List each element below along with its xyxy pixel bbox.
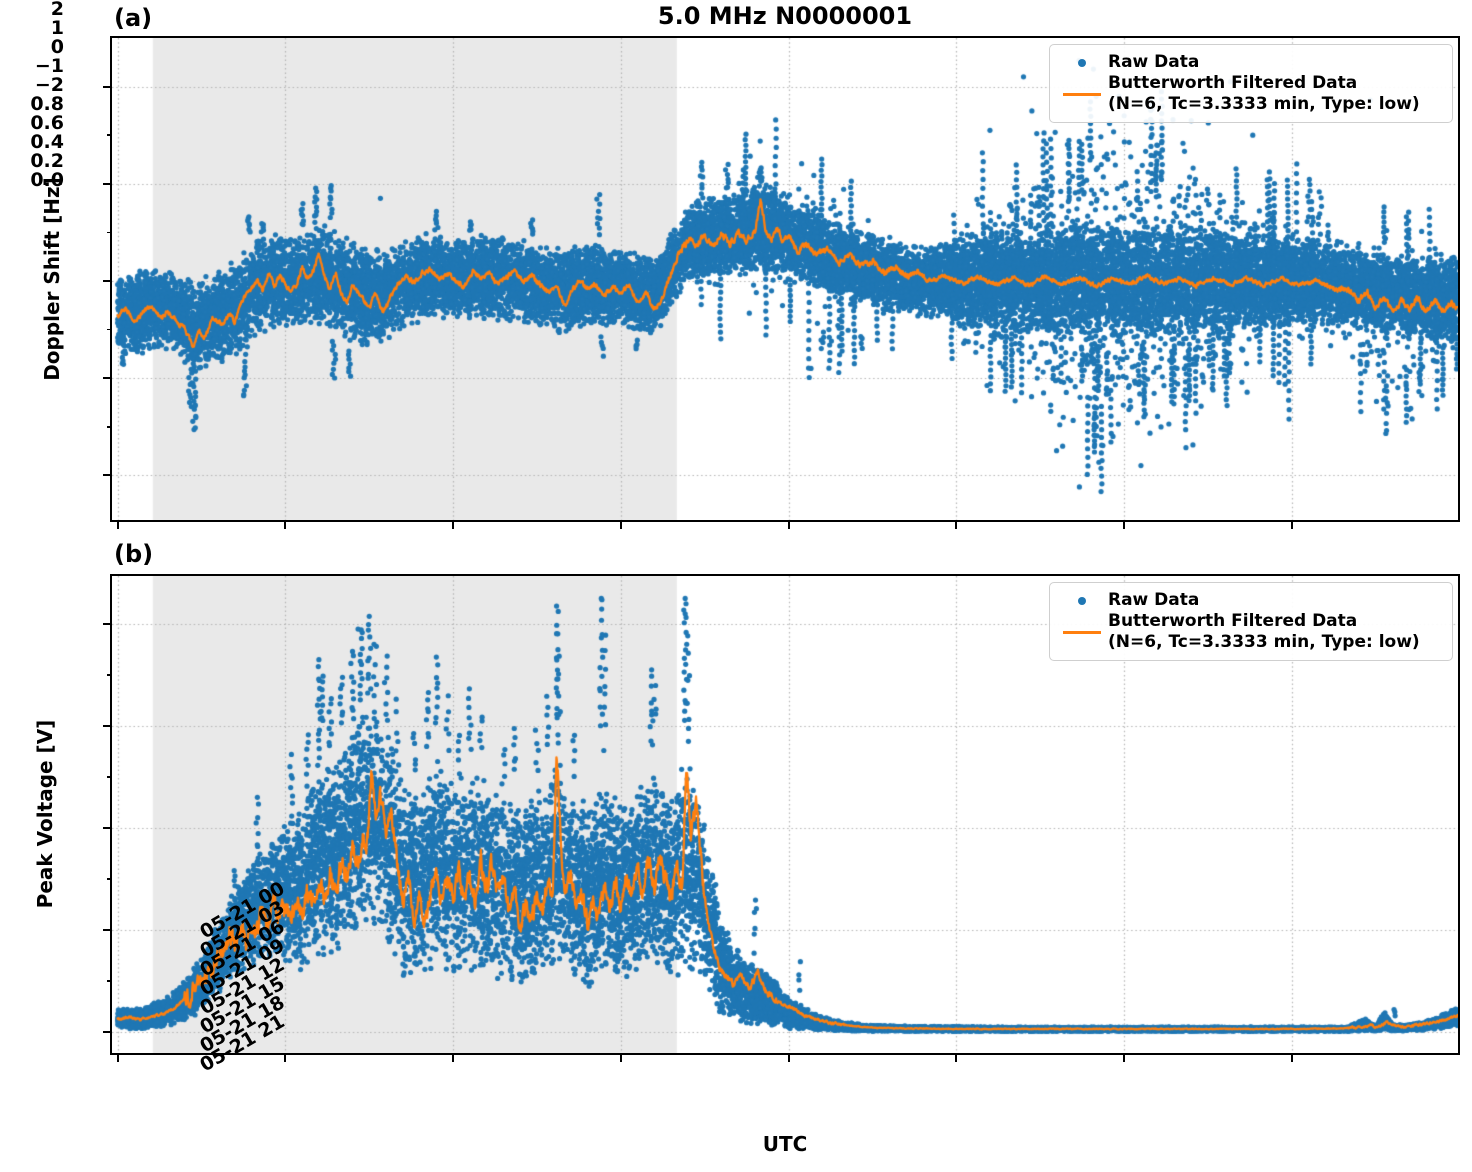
panel-a-tag: (a) (114, 4, 153, 32)
filtered-line-icon (1056, 630, 1108, 634)
y-tick-label: 0 (50, 36, 64, 58)
panel-a-ylabel: Doppler Shift [Hz] (40, 177, 64, 381)
legend-filtered-label: Butterworth Filtered Data (N=6, Tc=3.333… (1108, 73, 1420, 114)
panel-b-legend: Raw Data Butterworth Filtered Data (N=6,… (1049, 582, 1453, 661)
y-tick-label: −2 (34, 74, 64, 96)
legend-row-raw: Raw Data (1056, 590, 1442, 611)
y-tick-label: 0.2 (30, 150, 64, 172)
x-axis-label: UTC (762, 1132, 808, 1156)
legend-row-raw: Raw Data (1056, 52, 1442, 73)
y-tick-label: 1 (50, 17, 64, 39)
y-tick-label: 0.8 (30, 93, 64, 115)
legend-row-filtered: Butterworth Filtered Data (N=6, Tc=3.333… (1056, 73, 1442, 115)
panel-a-legend: Raw Data Butterworth Filtered Data (N=6,… (1049, 44, 1453, 123)
panel-b-ylabel: Peak Voltage [V] (33, 719, 57, 909)
raw-data-dot-icon (1056, 596, 1108, 605)
filtered-line-icon (1056, 92, 1108, 96)
legend-raw-label: Raw Data (1108, 52, 1200, 72)
y-tick-label: 0.4 (30, 131, 64, 153)
panel-b-plot-area: Raw Data Butterworth Filtered Data (N=6,… (110, 574, 1460, 1055)
y-tick-label: 0.6 (30, 112, 64, 134)
panel-b-tag: (b) (114, 540, 154, 568)
legend-filtered-label: Butterworth Filtered Data (N=6, Tc=3.333… (1108, 611, 1420, 652)
figure-title: 5.0 MHz N0000001 (657, 2, 913, 30)
legend-row-filtered: Butterworth Filtered Data (N=6, Tc=3.333… (1056, 611, 1442, 653)
y-tick-label: −1 (34, 55, 64, 77)
y-tick-label: 2 (50, 0, 64, 20)
panel-a-plot-area: Raw Data Butterworth Filtered Data (N=6,… (110, 36, 1460, 522)
legend-raw-label: Raw Data (1108, 590, 1200, 610)
raw-data-dot-icon (1056, 58, 1108, 67)
